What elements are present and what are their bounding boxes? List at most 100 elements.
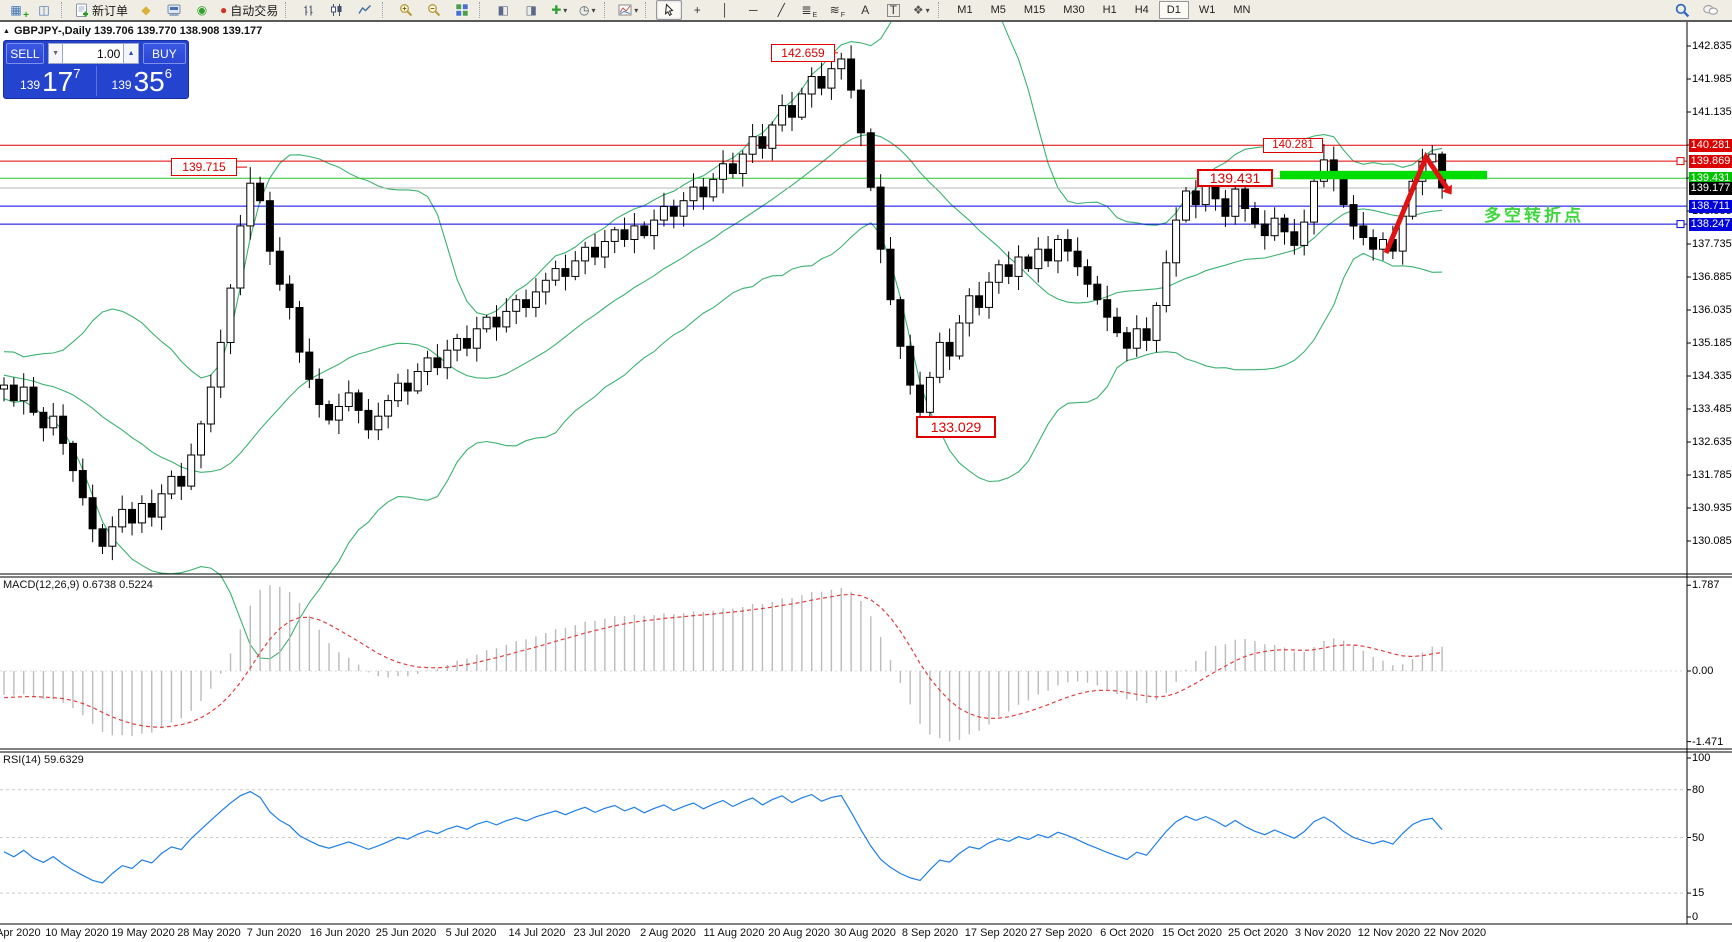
date-label[interactable]: 14 Jul 2020	[508, 927, 566, 939]
periods-icon[interactable]: ◷ ▾	[579, 3, 596, 17]
price-label-133.029[interactable]: 133.029	[916, 415, 996, 438]
date-label[interactable]: 8 Sep 2020	[901, 927, 959, 939]
timeframe-M1[interactable]: M1	[957, 4, 973, 16]
date-label[interactable]: 17 Sep 2020	[964, 927, 1028, 939]
date-label[interactable]: 10 May 2020	[45, 927, 109, 939]
timeframe-H1[interactable]: H1	[1102, 4, 1117, 16]
price-tick-141.985[interactable]: 141.985	[1692, 72, 1732, 85]
timeframe-M30[interactable]: M30	[1063, 4, 1085, 16]
trendline-icon[interactable]: ╱	[777, 3, 785, 17]
price-tick-137.735[interactable]: 137.735	[1692, 237, 1732, 250]
fibo-expansion-icon[interactable]: ≋ F	[829, 3, 845, 19]
price-label-139.715[interactable]: 139.715	[171, 158, 237, 177]
bid-price[interactable]: 139 17 7	[6, 66, 95, 96]
buy-button[interactable]: BUY	[142, 43, 186, 64]
date-label[interactable]: 11 Aug 2020	[703, 927, 765, 939]
date-label[interactable]: 25 Oct 2020	[1228, 927, 1288, 939]
metaeditor-icon[interactable]: ◆	[141, 3, 151, 17]
add-indicator-icon[interactable]: ✚ ▾	[551, 3, 568, 17]
zoom-in-icon[interactable]	[393, 0, 419, 20]
zoom-out-icon[interactable]	[421, 0, 447, 20]
line-chart-icon[interactable]	[352, 0, 378, 20]
cursor-icon[interactable]	[656, 0, 683, 20]
toolbar-separator	[61, 2, 68, 18]
new-order-icon[interactable]: 新订单	[72, 0, 131, 20]
price-label-139.431[interactable]: 139.431	[1197, 169, 1273, 188]
date-label[interactable]: 15 Oct 2020	[1162, 927, 1222, 939]
timeframe-W1[interactable]: W1	[1198, 4, 1216, 16]
horizontal-line-icon[interactable]: ─	[749, 3, 758, 17]
price-tick-135.185[interactable]: 135.185	[1692, 336, 1732, 349]
timeframe-M15[interactable]: M15	[1023, 4, 1046, 16]
algo-icon[interactable]: ◉	[196, 3, 208, 17]
date-label[interactable]: 7 Jun 2020	[246, 927, 302, 939]
date-label[interactable]: 20 Aug 2020	[768, 927, 830, 939]
ask-figure: 139	[111, 78, 132, 92]
date-label[interactable]: 30 Apr 2020	[0, 927, 41, 939]
ask-price[interactable]: 139 35 6	[98, 66, 187, 96]
text-label-icon[interactable]: T	[880, 0, 906, 20]
date-label[interactable]: 2 Aug 2020	[640, 927, 696, 939]
price-tick-136.885[interactable]: 136.885	[1692, 270, 1732, 283]
search-icon[interactable]	[1669, 0, 1695, 20]
price-tick-142.835[interactable]: 142.835	[1692, 40, 1732, 52]
timeframe-MN[interactable]: MN	[1233, 4, 1251, 16]
vertical-line-icon[interactable]: │	[721, 3, 730, 17]
date-label[interactable]: 5 Jul 2020	[445, 927, 497, 939]
timeframe-H4[interactable]: H4	[1134, 4, 1149, 16]
price-tick-132.635[interactable]: 132.635	[1692, 435, 1732, 448]
chart-shift-icon[interactable]: ◨	[525, 3, 537, 17]
templates-icon[interactable]: ▾	[615, 0, 641, 20]
date-label[interactable]: 27 Sep 2020	[1029, 927, 1093, 939]
date-label[interactable]: 28 May 2020	[177, 927, 241, 939]
bar-chart-icon[interactable]	[296, 0, 322, 20]
trend-arrow[interactable]	[1383, 151, 1450, 254]
date-label[interactable]: 22 Nov 2020	[1423, 927, 1487, 939]
date-label[interactable]: 12 Nov 2020	[1357, 927, 1421, 939]
date-label[interactable]: 16 Jun 2020	[309, 927, 371, 939]
auto-arrange-icon[interactable]: ◧	[497, 3, 509, 17]
date-label[interactable]: 25 Jun 2020	[375, 927, 437, 939]
sell-button[interactable]: SELL	[6, 43, 44, 64]
candlestick-icon[interactable]	[324, 0, 350, 20]
date-label[interactable]: 23 Jul 2020	[573, 927, 631, 939]
timeframe-M5[interactable]: M5	[990, 4, 1006, 16]
price-label-142.659[interactable]: 142.659	[771, 43, 835, 62]
terminal-icon[interactable]	[161, 0, 187, 20]
new-chart-icon[interactable]: ▦ +	[10, 3, 29, 21]
arrows-icon[interactable]: ❖ ▾	[912, 3, 930, 17]
annotation-text[interactable]: 多空转折点	[1484, 206, 1584, 225]
candles[interactable]	[0, 45, 1447, 561]
text-icon[interactable]: A	[861, 3, 870, 17]
autotrading-icon[interactable]: ● 自动交易	[220, 3, 279, 18]
price-tick-136.035[interactable]: 136.035	[1692, 303, 1732, 316]
tile-windows-icon[interactable]	[449, 0, 475, 20]
date-label[interactable]: 19 May 2020	[111, 927, 175, 939]
price-tick-130.085[interactable]: 130.085	[1692, 534, 1732, 547]
date-label[interactable]: 3 Nov 2020	[1294, 927, 1352, 939]
price-tick-131.785[interactable]: 131.785	[1692, 468, 1732, 481]
chart-area[interactable]: ▲ GBPJPY-,Daily 139.706 139.770 138.908 …	[0, 22, 1732, 942]
price-tick-133.485[interactable]: 133.485	[1692, 402, 1732, 415]
volume-decrease-button[interactable]: ▼	[47, 43, 64, 64]
trend-arrow-head	[1442, 184, 1452, 195]
date-label[interactable]: 30 Aug 2020	[834, 927, 896, 939]
date-label[interactable]: 6 Oct 2020	[1100, 927, 1154, 939]
chart-canvas[interactable]	[0, 22, 1732, 942]
market-watch-icon[interactable]: ◫	[38, 3, 50, 17]
collapse-triangle-icon[interactable]: ▲	[3, 27, 10, 35]
price-tick-141.135[interactable]: 141.135	[1692, 105, 1732, 118]
community-chat-icon[interactable]	[1697, 0, 1723, 20]
crosshair-icon[interactable]: +	[693, 3, 701, 17]
price-tick-134.335[interactable]: 134.335	[1692, 369, 1732, 382]
timeframe-D1[interactable]: D1	[1158, 1, 1189, 19]
support-zone-bar[interactable]	[1280, 170, 1487, 180]
price-tick-130.935[interactable]: 130.935	[1692, 501, 1732, 514]
volume-increase-button[interactable]: ▲	[123, 43, 139, 64]
volume-input[interactable]	[63, 43, 124, 64]
line-handle[interactable]	[1676, 220, 1685, 229]
line-handle[interactable]	[1676, 157, 1685, 166]
fibo-icon[interactable]: ≣ E	[801, 3, 818, 19]
price-label-140.281[interactable]: 140.281	[1263, 137, 1323, 153]
toolbar-separator	[645, 2, 652, 18]
